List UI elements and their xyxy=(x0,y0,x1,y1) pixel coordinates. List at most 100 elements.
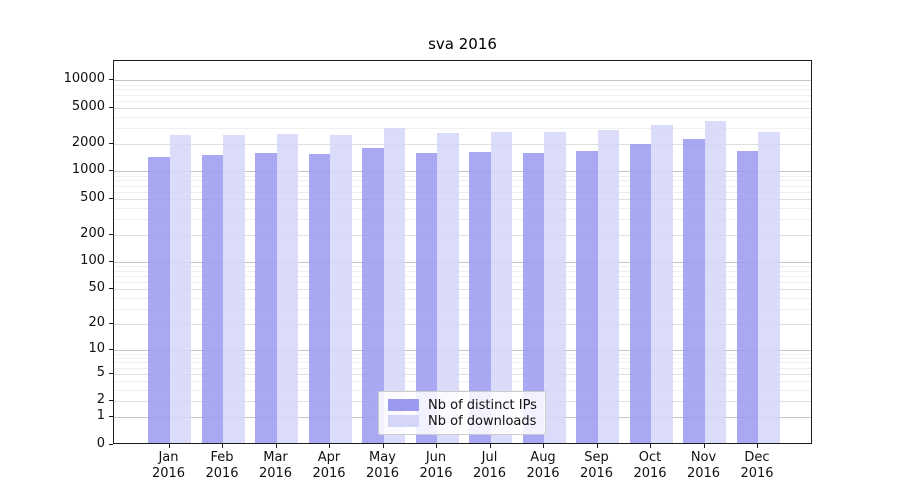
bar-distinct-ips xyxy=(629,143,651,443)
gridline-minor xyxy=(114,282,811,284)
y-tick-label: 100 xyxy=(80,253,105,269)
bar-distinct-ips xyxy=(576,150,598,443)
y-tick-mark xyxy=(109,106,113,108)
bar-distinct-ips xyxy=(736,150,758,443)
x-tick-label: May 2016 xyxy=(365,450,400,481)
x-tick-mark xyxy=(168,444,170,448)
x-tick-label: Jul 2016 xyxy=(472,450,507,481)
gridline-minor xyxy=(114,389,811,391)
x-tick-mark xyxy=(757,444,758,448)
chart-title: sva 2016 xyxy=(428,35,497,53)
gridline-minor xyxy=(114,89,811,91)
gridline-minor xyxy=(114,362,811,364)
bar-distinct-ips xyxy=(362,147,384,443)
bar-distinct-ips xyxy=(469,151,491,443)
y-tick-mark xyxy=(109,443,113,445)
x-tick-label: Apr 2016 xyxy=(312,450,346,481)
bar-distinct-ips xyxy=(522,152,544,443)
bar-downloads xyxy=(704,120,726,443)
y-tick-mark xyxy=(109,261,113,263)
gridline-minor xyxy=(114,100,811,102)
legend-label: Nb of downloads xyxy=(428,413,537,429)
x-tick-label: Nov 2016 xyxy=(686,450,721,481)
y-tick-label: 5000 xyxy=(71,98,105,114)
gridline-minor xyxy=(114,128,811,130)
gridline xyxy=(114,324,811,326)
x-tick-label: Mar 2016 xyxy=(258,450,293,481)
gridline xyxy=(114,349,811,351)
bar-downloads xyxy=(544,131,566,443)
y-tick-mark xyxy=(109,143,113,145)
gridline xyxy=(114,144,811,146)
legend-row: Nb of downloads xyxy=(388,413,536,429)
bar-distinct-ips xyxy=(308,153,330,443)
bar-distinct-ips xyxy=(201,155,223,443)
bar-distinct-ips xyxy=(683,139,705,443)
bar-downloads xyxy=(758,131,780,443)
y-tick-label: 50 xyxy=(88,280,105,296)
x-tick-label: Oct 2016 xyxy=(633,450,667,481)
bar-distinct-ips xyxy=(148,157,170,443)
y-tick-mark xyxy=(109,170,113,172)
gridline-minor xyxy=(114,297,811,299)
y-tick-mark xyxy=(109,416,113,418)
gridline-minor xyxy=(114,191,811,193)
y-tick-label: 1000 xyxy=(71,162,105,178)
y-tick-mark xyxy=(109,400,113,402)
gridline-minor xyxy=(114,367,811,369)
gridline-minor xyxy=(114,270,811,272)
y-tick-mark xyxy=(109,197,113,199)
y-tick-label: 1 xyxy=(96,408,105,424)
y-tick-mark xyxy=(109,372,113,374)
gridline xyxy=(114,234,811,236)
x-tick-mark xyxy=(382,444,384,448)
plot-area xyxy=(113,60,812,444)
bar-downloads xyxy=(330,134,352,443)
bar-downloads xyxy=(651,124,673,443)
gridline-minor xyxy=(114,353,811,355)
y-tick-label: 5 xyxy=(96,364,105,380)
bar-distinct-ips xyxy=(415,152,437,443)
x-tick-label: Aug 2016 xyxy=(526,450,560,481)
x-tick-mark xyxy=(650,444,651,448)
x-tick-mark xyxy=(436,444,437,448)
y-tick-mark xyxy=(109,233,113,235)
gridline xyxy=(114,373,811,375)
x-tick-label: Sep 2016 xyxy=(579,450,614,481)
gridline-minor xyxy=(114,357,811,359)
bar-downloads xyxy=(383,127,405,443)
bar-downloads xyxy=(597,129,619,443)
gridline-minor xyxy=(114,276,811,278)
legend-row: Nb of distinct IPs xyxy=(388,397,537,413)
bar-distinct-ips xyxy=(255,152,277,443)
y-tick-label: 500 xyxy=(80,189,105,205)
legend-label: Nb of distinct IPs xyxy=(428,397,537,413)
legend: Nb of distinct IPs Nb of downloads xyxy=(378,391,546,435)
x-tick-mark xyxy=(275,444,277,448)
gridline xyxy=(114,80,811,82)
gridline-minor xyxy=(114,266,811,268)
x-tick-mark xyxy=(703,444,705,448)
gridline-minor xyxy=(114,380,811,382)
y-tick-label: 10000 xyxy=(63,71,105,87)
gridline-minor xyxy=(114,94,811,96)
y-tick-mark xyxy=(109,79,113,81)
bar-downloads xyxy=(437,132,459,443)
x-tick-mark xyxy=(329,444,330,448)
y-tick-label: 10 xyxy=(88,340,105,356)
gridline xyxy=(114,107,811,109)
x-tick-label: Dec 2016 xyxy=(740,450,774,481)
y-tick-label: 2 xyxy=(96,392,105,408)
y-tick-label: 20 xyxy=(88,315,105,331)
legend-swatch-icon xyxy=(388,415,419,427)
gridline-minor xyxy=(114,84,811,86)
bar-downloads xyxy=(169,134,191,443)
gridline-minor xyxy=(114,116,811,118)
bar-downloads xyxy=(223,134,245,443)
y-tick-label: 200 xyxy=(80,225,105,241)
gridline-minor xyxy=(114,185,811,187)
gridline xyxy=(114,289,811,291)
y-tick-label: 0 xyxy=(96,435,105,451)
gridline-minor xyxy=(114,175,811,177)
